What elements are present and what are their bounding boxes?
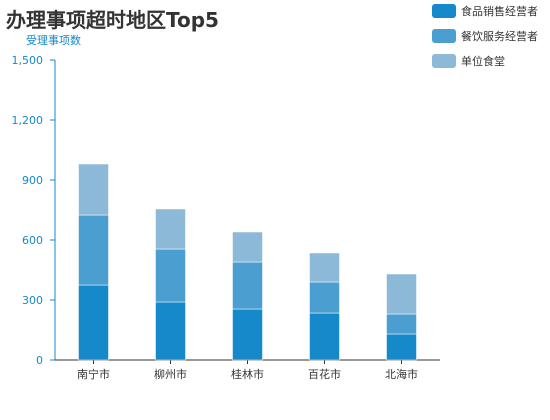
bar-segment[interactable] xyxy=(155,301,186,361)
x-tick-label: 百花市 xyxy=(308,367,341,381)
bar-segment[interactable] xyxy=(78,163,109,216)
bar-segment[interactable] xyxy=(232,231,263,263)
y-axis-label: 受理事项数 xyxy=(26,34,81,47)
legend: 食品销售经营者 餐饮服务经营者 单位食堂 xyxy=(432,4,538,79)
y-tick-label: 1,200 xyxy=(12,114,44,127)
bar-segment[interactable] xyxy=(232,308,263,361)
y-tick-label: 1,500 xyxy=(12,54,44,67)
x-tick-label: 桂林市 xyxy=(231,367,264,381)
legend-label-food-sales: 食品销售经营者 xyxy=(461,5,538,18)
bar-segment[interactable] xyxy=(309,281,340,314)
bar-segment[interactable] xyxy=(155,208,186,250)
bar-segment[interactable] xyxy=(386,313,417,335)
bar-segment[interactable] xyxy=(232,261,263,310)
bar-segment[interactable] xyxy=(386,273,417,315)
y-tick-label: 300 xyxy=(22,294,43,307)
y-tick-label: 900 xyxy=(22,174,43,187)
legend-item-catering[interactable]: 餐饮服务经营者 xyxy=(432,29,538,43)
bar-segment[interactable] xyxy=(78,284,109,361)
bar-segment[interactable] xyxy=(155,248,186,303)
bars xyxy=(78,163,417,361)
bar-segment[interactable] xyxy=(309,252,340,283)
bar-segment[interactable] xyxy=(386,333,417,361)
legend-item-food-sales[interactable]: 食品销售经营者 xyxy=(432,4,538,18)
legend-label-catering: 餐饮服务经营者 xyxy=(461,30,538,43)
y-tick-label: 600 xyxy=(22,234,43,247)
chart-title: 办理事项超时地区Top5 xyxy=(6,8,219,32)
bar-segment[interactable] xyxy=(78,214,109,286)
legend-swatch-catering xyxy=(432,29,456,43)
y-tick-label: 0 xyxy=(36,354,43,367)
legend-swatch-food-sales xyxy=(432,4,456,18)
legend-swatch-canteen xyxy=(432,54,456,68)
y-axis: 0 300 600 900 1,200 1,500 xyxy=(12,54,56,367)
bar-segment[interactable] xyxy=(309,312,340,361)
x-tick-label: 北海市 xyxy=(385,367,418,381)
legend-label-canteen: 单位食堂 xyxy=(461,55,505,68)
x-axis: 南宁市 柳州市 桂林市 百花市 北海市 xyxy=(55,359,440,381)
x-tick-label: 南宁市 xyxy=(77,367,110,381)
legend-item-canteen[interactable]: 单位食堂 xyxy=(432,54,538,68)
x-tick-label: 柳州市 xyxy=(154,367,187,381)
